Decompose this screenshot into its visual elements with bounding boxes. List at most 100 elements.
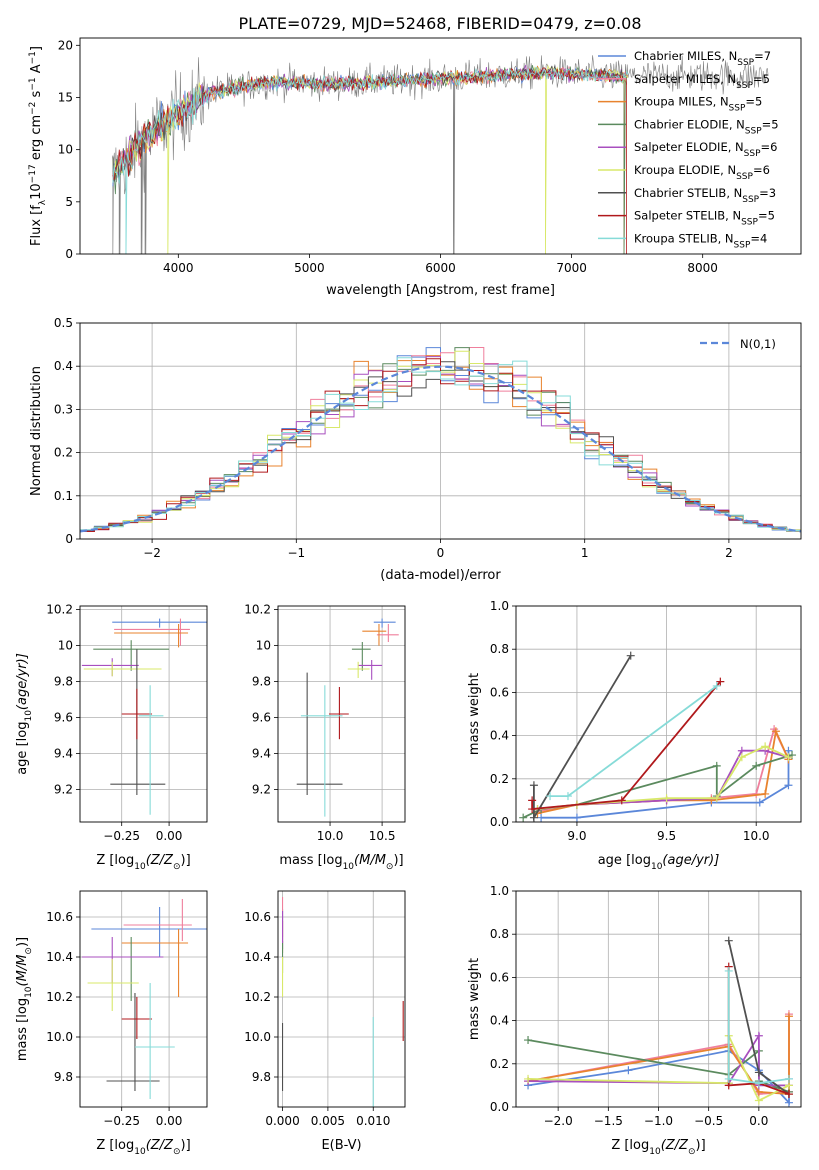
- label-part: s: [29, 90, 44, 101]
- label-part: SSP: [736, 81, 753, 91]
- label-part: Chabrier ELODIE, N: [634, 117, 745, 131]
- errorbar-point-kroupa_stelib: [300, 685, 343, 817]
- series-marker: [537, 813, 546, 822]
- mass-weight-vs-age-panel: 9.0 9.5 10.0 0.0 0.2 0.4 0.6 0.8 1.0 age [log10(a…: [467, 599, 802, 872]
- x-tick-label: 9.0: [567, 829, 586, 843]
- series-marker: [724, 936, 733, 945]
- series-marker: [617, 796, 626, 805]
- axes-frame: [79, 890, 208, 1108]
- figure-title: PLATE=0729, MJD=52468, FIBERID=0479, z=0…: [238, 14, 641, 33]
- label-part: 10: [24, 710, 34, 722]
- label-part: Z [log: [96, 853, 134, 868]
- series-kroupa_stelib: [546, 681, 721, 801]
- label-part: ⊙: [24, 947, 34, 955]
- x-tick-label: 0.00: [156, 1114, 183, 1128]
- y-tick-label: 0.2: [490, 1057, 509, 1071]
- y-tick-label: 10.2: [46, 990, 73, 1004]
- errorbar-point-chabrier_miles: [112, 618, 207, 628]
- x-axis-label: mass [log10(M/M⊙)]: [279, 853, 403, 872]
- legend-entry-salpeter_stelib: Salpeter STELIB, NSSP=5: [634, 209, 775, 228]
- series-marker: [572, 813, 581, 822]
- series-marker: [546, 792, 555, 801]
- y-tick-label: 10.6: [244, 910, 271, 924]
- label-part: −2: [28, 102, 38, 115]
- axes-frame: [79, 322, 802, 540]
- label-part: −1: [28, 77, 38, 90]
- label-part: SSP: [729, 104, 746, 114]
- y-tick-label: 0.2: [54, 446, 73, 460]
- y-axis-label: age [log10(age/yr)]: [15, 653, 34, 775]
- x-tick-label: 6000: [425, 261, 456, 275]
- label-part: Kroupa MILES, N: [634, 95, 729, 109]
- y-tick-label: 10.2: [244, 990, 271, 1004]
- x-tick-label: 1: [581, 546, 589, 560]
- series-marker: [529, 813, 538, 822]
- legend-entry-salpeter_elodie: Salpeter ELODIE, NSSP=6: [634, 140, 777, 159]
- x-axis-label: E(B-V): [321, 1138, 361, 1153]
- series-marker: [761, 789, 770, 798]
- plot-area: [281, 897, 404, 1107]
- x-tick-label: 0.00: [156, 829, 183, 843]
- y-tick-label: 0: [65, 532, 73, 546]
- y-tick-label: 0.8: [490, 642, 509, 656]
- axes-frame: [277, 605, 406, 823]
- x-tick-label: −1.5: [594, 1114, 623, 1128]
- series-line: [537, 745, 789, 810]
- label-part: Chabrier STELIB, N: [634, 186, 742, 200]
- label-part: Flux [f: [29, 205, 44, 246]
- label-part: 10: [649, 1147, 661, 1157]
- label-part: )]: [15, 937, 30, 947]
- errorbar-point-salpeter_elodie: [81, 658, 139, 677]
- label-part: =5: [753, 72, 770, 86]
- errorbar-point-chabrier_miles: [373, 618, 396, 628]
- series-marker: [524, 1074, 533, 1083]
- x-tick-label: 10.0: [317, 829, 344, 843]
- x-tick-label: −0.25: [103, 829, 140, 843]
- grid: [80, 891, 207, 1107]
- errorbar-point-kroupa_miles: [362, 624, 387, 646]
- plot-area: [81, 618, 207, 815]
- x-tick-label: 5000: [294, 261, 325, 275]
- y-tick-label: 10.0: [46, 1030, 73, 1044]
- label-part: 10: [343, 862, 355, 872]
- y-tick-label: 0.6: [490, 970, 509, 984]
- errorbar-point-salpeter_stelib: [329, 687, 349, 740]
- y-tick-label: 10.2: [46, 603, 73, 617]
- plot-area: [80, 347, 801, 534]
- label-part: =7: [754, 49, 771, 63]
- series-marker: [754, 1079, 763, 1088]
- y-tick-label: 9.8: [54, 675, 73, 689]
- label-part: age [log: [598, 853, 651, 868]
- y-axis-label: mass weight: [467, 673, 482, 755]
- y-tick-label: 10: [58, 639, 73, 653]
- x-tick-label: −0.5: [694, 1114, 723, 1128]
- series-marker: [724, 1074, 733, 1083]
- label-part: 10: [24, 986, 34, 998]
- y-axis-label: mass [log10(M/M⊙)]: [15, 937, 34, 1061]
- y-tick-label: 10.4: [46, 950, 73, 964]
- errorbar-point-chabrier_miles: [91, 907, 207, 957]
- legend-entry-kroupa_elodie: Kroupa ELODIE, NSSP=6: [634, 163, 770, 182]
- plot-area: [112, 55, 769, 254]
- series-marker: [519, 813, 528, 822]
- series-marker: [724, 966, 733, 975]
- label-part: ⊙: [173, 862, 181, 872]
- series-marker: [752, 761, 761, 770]
- label-part: A: [29, 64, 44, 77]
- y-tick-label: 20: [58, 38, 73, 52]
- x-tick-label: −1: [287, 546, 305, 560]
- x-tick-label: 4000: [163, 261, 194, 275]
- label-part: ]: [29, 46, 44, 51]
- label-part: Chabrier MILES, N: [634, 49, 737, 63]
- label-part: Z [log: [96, 1138, 134, 1153]
- series-marker: [712, 794, 721, 803]
- label-part: mass [log: [279, 853, 342, 868]
- label-part: Kroupa STELIB, N: [634, 231, 734, 245]
- legend-gaussian-label: N(0,1): [740, 337, 776, 351]
- series-marker: [784, 1090, 793, 1099]
- y-tick-label: 9.6: [54, 711, 73, 725]
- label-part: Salpeter MILES, N: [634, 72, 736, 86]
- y-tick-label: 9.4: [252, 747, 271, 761]
- x-tick-label: 0.010: [356, 1114, 390, 1128]
